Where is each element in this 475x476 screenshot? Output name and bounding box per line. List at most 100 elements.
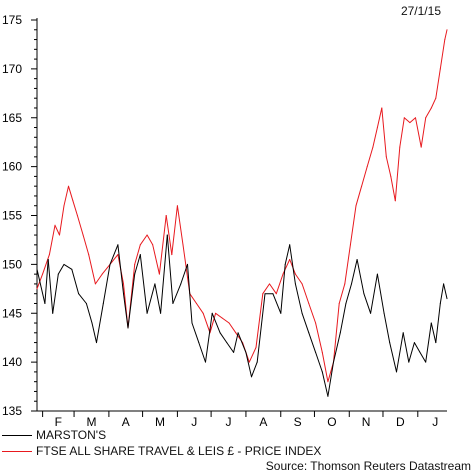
line-segment: [134, 244, 141, 265]
x-tick-label: D: [396, 415, 405, 428]
y-tick-label: 140: [2, 355, 22, 369]
line-segment: [420, 117, 427, 148]
series-line-1: [36, 29, 448, 383]
line-segment: [187, 263, 193, 324]
line-segment: [439, 283, 445, 304]
line-segment: [435, 68, 441, 99]
line-segment: [47, 259, 54, 314]
line-segment: [146, 234, 154, 246]
line-segment: [385, 156, 392, 177]
x-tick-label: N: [362, 415, 371, 428]
line-segment: [294, 283, 303, 314]
line-segment: [63, 185, 69, 207]
line-segment: [413, 342, 421, 353]
line-segment: [102, 263, 111, 304]
line-segment: [355, 185, 363, 207]
line-segment: [289, 244, 296, 285]
line-segment: [255, 293, 264, 348]
line-segment: [42, 254, 50, 275]
series-lines: [36, 29, 448, 397]
line-segment: [191, 322, 200, 344]
line-segment: [339, 303, 347, 334]
line-segment: [383, 312, 391, 344]
line-segment: [189, 293, 197, 304]
line-segment: [59, 205, 65, 236]
line-segment: [396, 332, 404, 373]
line-segment: [205, 312, 213, 363]
line-segment: [356, 259, 365, 295]
line-segment: [233, 332, 239, 353]
line-segment: [127, 273, 136, 329]
line-segment: [366, 146, 374, 168]
line-segment: [430, 322, 437, 344]
line-segment: [403, 117, 411, 124]
line-segment: [180, 263, 188, 285]
line-segment: [409, 117, 416, 124]
line-segment: [370, 273, 378, 314]
line-segment: [63, 263, 73, 270]
line-segment: [321, 351, 329, 383]
line-segment: [160, 234, 168, 314]
line-segment: [327, 361, 334, 397]
line-segment: [345, 283, 352, 304]
line-segment: [85, 303, 93, 324]
y-tick-label: 170: [2, 62, 22, 76]
line-segment: [389, 342, 397, 373]
line-segment: [394, 146, 401, 202]
x-tick-label: J: [432, 415, 438, 428]
line-segment: [321, 371, 329, 397]
legend-item-ftse: FTSE ALL SHARE TRAVEL & LEIS £ - PRICE I…: [0, 444, 475, 460]
y-tick-label: 145: [2, 306, 22, 320]
line-segment: [333, 303, 340, 363]
line-segment: [308, 332, 317, 353]
x-tick-label: O: [327, 415, 336, 428]
line-segment: [315, 351, 323, 373]
line-segment: [251, 361, 258, 378]
line-segment: [425, 107, 432, 119]
line-segment: [154, 283, 162, 314]
line-segment: [172, 283, 182, 304]
axes: 135 140 145 150 155 160 165 170 175 F M A M J J A S O N D J: [2, 13, 447, 429]
line-segment: [262, 283, 270, 295]
line-segment: [57, 263, 65, 275]
y-tick-label: 165: [2, 111, 22, 125]
line-segment: [215, 312, 223, 319]
line-segment: [430, 97, 437, 109]
line-segment: [349, 205, 357, 246]
x-tick-label: J: [226, 415, 232, 428]
line-segment: [36, 268, 46, 304]
line-segment: [425, 322, 432, 363]
y-tick-label: 150: [2, 257, 22, 271]
line-segment: [94, 273, 103, 285]
line-segment: [275, 273, 284, 295]
line-segment: [221, 317, 230, 324]
line-segment: [158, 215, 167, 275]
line-segment: [390, 175, 396, 202]
plot-area: 135 140 145 150 155 160 165 170 175 F M A M J J A S O N D J: [2, 13, 448, 429]
x-tick-label: A: [259, 415, 267, 428]
line-segment: [248, 347, 257, 363]
line-segment: [301, 283, 310, 304]
line-segment: [96, 303, 104, 344]
line-segment: [198, 342, 206, 363]
line-segment: [48, 224, 56, 256]
line-segment: [351, 259, 358, 285]
line-segment: [399, 117, 405, 148]
line-segment: [101, 263, 111, 275]
line-segment: [237, 332, 247, 353]
line-segment: [228, 322, 237, 334]
line-segment: [315, 322, 323, 353]
line-segment: [209, 312, 217, 334]
legend-item-marstons: MARSTON'S: [0, 428, 475, 444]
line-segment: [152, 244, 160, 275]
line-segment: [211, 312, 221, 334]
line-segment: [166, 234, 174, 304]
line-segment: [361, 166, 368, 187]
line-segment: [402, 332, 410, 363]
line-segment: [165, 215, 173, 256]
line-segment: [443, 283, 448, 300]
line-segment: [333, 332, 341, 363]
line-segment: [76, 215, 84, 236]
line-segment: [245, 351, 252, 378]
